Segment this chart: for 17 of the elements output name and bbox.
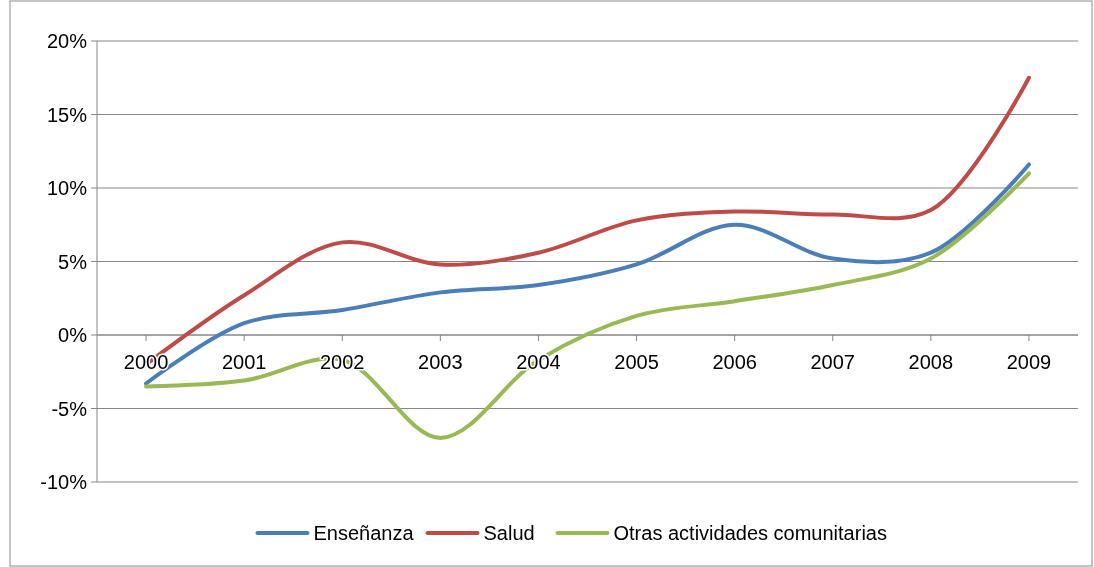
x-tick-label: 2003 [418,351,463,373]
y-tick-label: 0% [58,324,88,346]
x-tick-label: 2007 [810,351,855,373]
y-tick-label: 15% [46,103,88,126]
y-tick-label: -5% [51,397,88,420]
x-tick-label: 2009 [1006,351,1052,373]
legend-label: Enseñanza [313,522,415,544]
legend-label: Salud [483,522,535,544]
y-tick-label: 10% [46,177,88,199]
y-tick-label: 5% [58,250,88,273]
x-tick-label: 2005 [614,351,659,373]
x-tick-label: 2006 [712,351,757,373]
x-tick-label: 2008 [908,351,954,373]
x-tick-label: 2001 [221,351,267,373]
legend-label: Otras actividades comunitarias [613,522,887,544]
y-tick-label: -10% [40,471,88,493]
y-tick-label: 20% [46,30,88,52]
